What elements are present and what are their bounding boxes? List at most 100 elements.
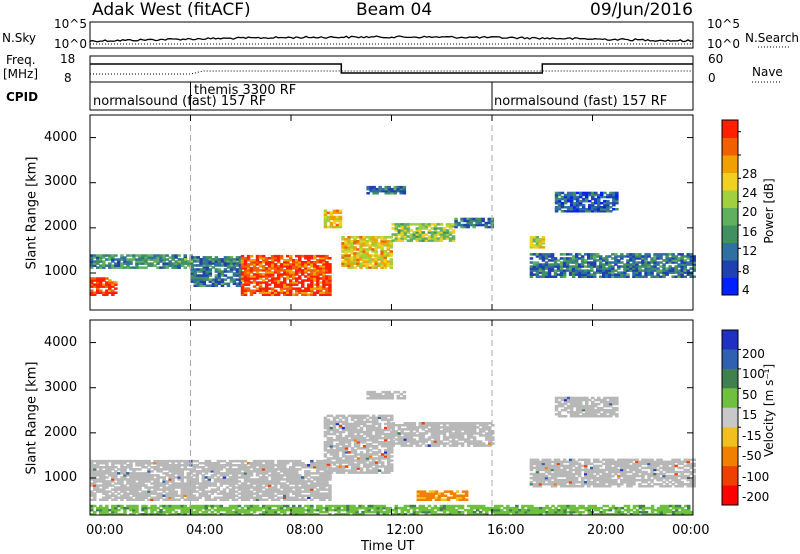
power-tick-8: 8 [742, 263, 750, 277]
velocity-y-tick-2000: 2000 [44, 425, 78, 440]
power-region-11 [529, 253, 696, 278]
velocity-colorbar-swatch-1 [722, 349, 738, 370]
power-region-9 [366, 185, 407, 195]
power-region-4 [240, 254, 332, 296]
noise-panel-frame [89, 21, 694, 49]
freq-panel-frame [89, 55, 694, 83]
cpid-mode-3: normalsound (fast) 157 RF [494, 94, 668, 109]
power-y-tick-4000: 4000 [44, 130, 78, 145]
power-colorbar-frame [721, 119, 739, 296]
x-tick-5: 20:00 [587, 523, 625, 538]
freq-bottom-tick: 8 [64, 71, 72, 85]
velocity-tick-neg15: -15 [742, 429, 762, 443]
velocity-colorbar-swatch-5 [722, 427, 738, 448]
x-tick-6: 00:00 [672, 523, 710, 538]
power-colorbar-swatch-9 [722, 120, 738, 138]
velocity-tick-neg200: -200 [742, 490, 770, 504]
power-region-3 [190, 256, 243, 287]
power-region-8 [454, 217, 494, 229]
velocity-colorbar-swatch-2 [722, 368, 738, 389]
cpid-panel-frame [89, 81, 694, 111]
power-region-10 [529, 236, 546, 249]
power-colorbar-swatch-8 [722, 137, 738, 156]
power-colorbar-label: Power [dB] [762, 178, 776, 244]
nsky-label: N.Sky [2, 31, 37, 45]
noise-bottom-tick: 10^0 [54, 37, 87, 51]
velocity-colorbar-frame [721, 329, 739, 506]
velocity-region-1 [323, 414, 394, 474]
velocity-y-tick-3000: 3000 [44, 380, 78, 395]
velocity-region-3 [366, 390, 407, 400]
velocity-colorbar-label: Velocity [m s⁻¹] [762, 363, 776, 457]
velocity-region-7 [90, 504, 694, 516]
velocity-tick-15: 15 [742, 408, 758, 422]
power-tick-20: 20 [742, 205, 758, 219]
beam-title: Beam 04 [356, 0, 433, 20]
x-axis-label: Time UT [361, 539, 415, 554]
velocity-colorbar-swatch-6 [722, 446, 738, 467]
velocity-tick-200: 200 [742, 347, 765, 361]
noise-top-tick: 10^5 [54, 17, 87, 31]
power-region-6 [341, 236, 393, 269]
power-y-tick-2000: 2000 [44, 219, 78, 234]
x-tick-3: 12:00 [386, 523, 424, 538]
cpid-mode-2: themis 3300 RF [194, 83, 297, 98]
nave-label: Nave [752, 65, 783, 79]
power-tick-12: 12 [742, 244, 758, 258]
power-colorbar-swatch-6 [722, 172, 738, 191]
freq-top-tick: 18 [60, 52, 76, 66]
x-tick-1: 04:00 [186, 523, 224, 538]
noise-sky-trace [89, 35, 694, 43]
freq-unit-label: [MHz] [3, 67, 39, 81]
power-region-5 [323, 209, 343, 229]
velocity-region-0 [90, 459, 332, 501]
nsearch-label: N.Search [745, 31, 800, 45]
power-region-7 [391, 223, 456, 242]
x-tick-0: 00:00 [86, 523, 124, 538]
velocity-colorbar-swatch-4 [722, 407, 738, 428]
velocity-y-tick-1000: 1000 [44, 470, 78, 485]
power-colorbar-swatch-3 [722, 225, 738, 243]
velocity-colorbar-swatch-8 [722, 485, 738, 506]
velocity-colorbar-swatch-0 [722, 330, 738, 350]
power-y-tick-1000: 1000 [44, 264, 78, 279]
velocity-tick-100: 100 [742, 367, 765, 381]
nsearch-bottom-tick: 10^0 [707, 37, 740, 51]
velocity-y-tick-4000: 4000 [44, 335, 78, 350]
velocity-tick-neg50: -50 [742, 449, 762, 463]
power-tick-4: 4 [742, 283, 750, 297]
frequency-trace [90, 63, 693, 74]
power-tick-24: 24 [742, 186, 758, 200]
power-colorbar-swatch-4 [722, 207, 738, 226]
velocity-region-6 [416, 490, 469, 501]
nsearch-top-tick: 10^5 [707, 17, 740, 31]
power-colorbar-swatch-5 [722, 190, 738, 208]
power-colorbar-swatch-2 [722, 242, 738, 261]
velocity-y-axis-label: Slant Range [km] [24, 361, 40, 475]
power-y-tick-3000: 3000 [44, 174, 78, 189]
velocity-colorbar-swatch-3 [722, 388, 738, 409]
velocity-region-4 [529, 458, 696, 488]
cpid-mode-1: normalsound (fast) 157 RF [93, 94, 267, 109]
power-y-axis-label: Slant Range [km] [24, 156, 40, 270]
station-title: Adak West (fitACF) [92, 0, 251, 20]
power-tick-28: 28 [742, 167, 758, 181]
velocity-tick-neg100: -100 [742, 470, 770, 484]
power-region-12 [554, 191, 619, 213]
nave-bottom-tick: 0 [708, 71, 716, 85]
power-region-0 [90, 277, 118, 296]
x-tick-2: 08:00 [286, 523, 324, 538]
velocity-tick-50: 50 [742, 388, 758, 402]
nave-top-tick: 60 [708, 52, 724, 66]
velocity-region-2 [391, 422, 495, 447]
x-tick-4: 16:00 [487, 523, 525, 538]
power-region-1 [90, 254, 193, 269]
freq-label: Freq. [6, 53, 36, 67]
cpid-label: CPID [6, 90, 39, 104]
power-colorbar-swatch-0 [722, 277, 738, 296]
power-colorbar-swatch-7 [722, 155, 738, 173]
date-title: 09/Jun/2016 [590, 0, 693, 20]
power-tick-16: 16 [742, 225, 758, 239]
velocity-region-5 [554, 396, 619, 418]
